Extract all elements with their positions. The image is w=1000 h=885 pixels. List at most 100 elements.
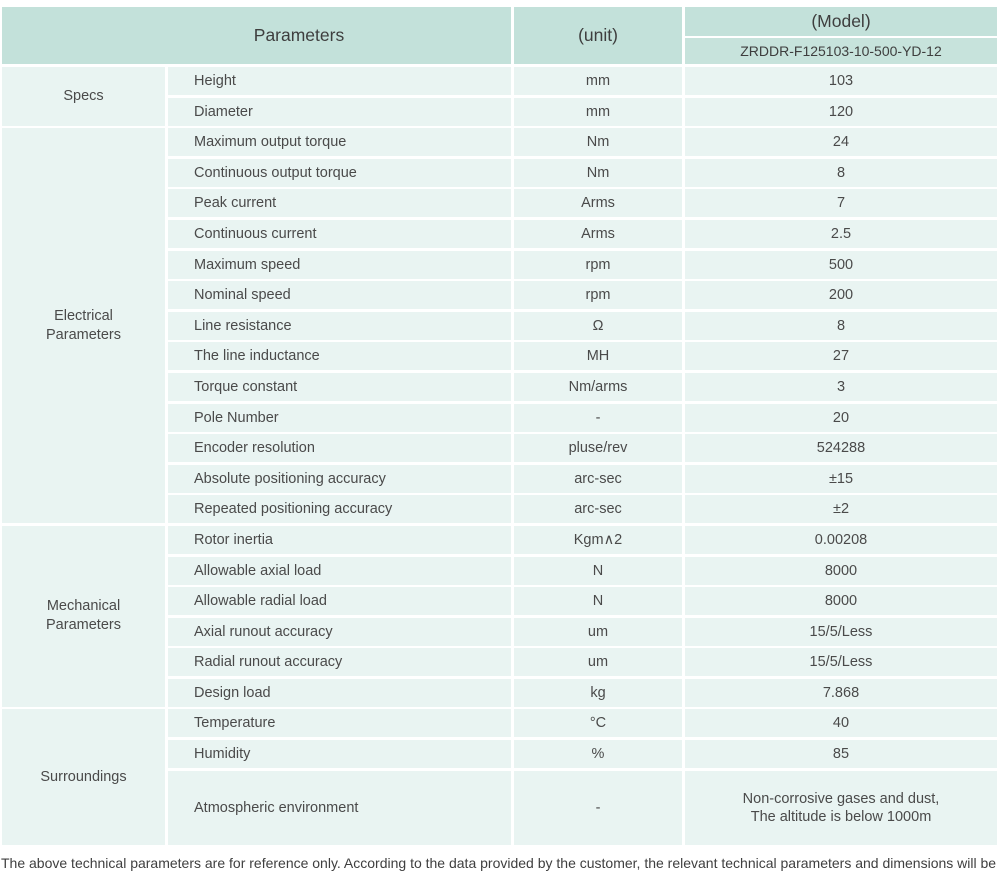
- param-name-cell: Humidity: [168, 740, 511, 769]
- table-row: The line inductance MH 27: [168, 342, 997, 371]
- param-name-cell: Nominal speed: [168, 281, 511, 310]
- table-row: Allowable radial load N 8000: [168, 587, 997, 616]
- unit-cell: kg: [514, 678, 682, 707]
- unit-cell: Nm/arms: [514, 372, 682, 401]
- unit-cell: arc-sec: [514, 464, 682, 493]
- param-name-cell: Pole Number: [168, 403, 511, 432]
- param-name-cell: Axial runout accuracy: [168, 617, 511, 646]
- section-label: Electrical Parameters: [2, 128, 165, 524]
- value-cell: 103: [685, 67, 997, 95]
- unit-cell: um: [514, 617, 682, 646]
- param-name-cell: Absolute positioning accuracy: [168, 464, 511, 493]
- value-cell: 15/5/Less: [685, 648, 997, 677]
- value-cell: 27: [685, 342, 997, 371]
- value-cell: 8: [685, 158, 997, 187]
- unit-cell: Nm: [514, 158, 682, 187]
- value-cell: ±2: [685, 495, 997, 524]
- table-row: Torque constant Nm/arms 3: [168, 372, 997, 401]
- table-row: Encoder resolution pluse/rev 524288: [168, 434, 997, 463]
- table-row: Nominal speed rpm 200: [168, 281, 997, 310]
- unit-cell: -: [514, 770, 682, 845]
- table-row: Absolute positioning accuracy arc-sec ±1…: [168, 464, 997, 493]
- section-rows: Height mm 103 Diameter mm 120: [168, 67, 997, 126]
- value-cell: 8000: [685, 587, 997, 616]
- section: Electrical Parameters Maximum output tor…: [2, 128, 997, 524]
- table-row: Axial runout accuracy um 15/5/Less: [168, 617, 997, 646]
- parameters-header-cell: Parameters: [2, 7, 511, 64]
- section: Mechanical Parameters Rotor inertia Kgm∧…: [2, 525, 997, 707]
- value-cell: 200: [685, 281, 997, 310]
- param-name-cell: Radial runout accuracy: [168, 648, 511, 677]
- value-cell: 7.868: [685, 678, 997, 707]
- section-label: Specs: [2, 67, 165, 126]
- table-row: Rotor inertia Kgm∧2 0.00208: [168, 525, 997, 554]
- param-name-cell: Line resistance: [168, 311, 511, 340]
- table-row: Maximum speed rpm 500: [168, 250, 997, 279]
- table-row: Line resistance Ω 8: [168, 311, 997, 340]
- param-name-cell: Continuous current: [168, 219, 511, 248]
- table-row: Radial runout accuracy um 15/5/Less: [168, 648, 997, 677]
- value-cell: 2.5: [685, 219, 997, 248]
- section: Specs Height mm 103 Diameter mm 120: [2, 67, 997, 126]
- table-row: Continuous current Arms 2.5: [168, 219, 997, 248]
- param-name-cell: Atmospheric environment: [168, 770, 511, 845]
- table-row: Design load kg 7.868: [168, 678, 997, 707]
- value-cell: 8: [685, 311, 997, 340]
- param-name-cell: The line inductance: [168, 342, 511, 371]
- unit-cell: Kgm∧2: [514, 525, 682, 554]
- param-name-cell: Design load: [168, 678, 511, 707]
- value-cell: 15/5/Less: [685, 617, 997, 646]
- model-label: (Model): [685, 7, 997, 36]
- table-row: Height mm 103: [168, 67, 997, 95]
- value-cell: 40: [685, 709, 997, 738]
- model-number: ZRDDR-F125103-10-500-YD-12: [685, 38, 997, 64]
- table-row: Diameter mm 120: [168, 97, 997, 126]
- param-name-cell: Continuous output torque: [168, 158, 511, 187]
- unit-cell: -: [514, 403, 682, 432]
- table-header: Parameters (unit) (Model) ZRDDR-F125103-…: [2, 7, 997, 64]
- table-row: Peak current Arms 7: [168, 189, 997, 218]
- unit-cell: Arms: [514, 189, 682, 218]
- unit-cell: °C: [514, 709, 682, 738]
- table-row: Maximum output torque Nm 24: [168, 128, 997, 157]
- section-label: Mechanical Parameters: [2, 525, 165, 707]
- unit-header-cell: (unit): [514, 7, 682, 64]
- param-name-cell: Maximum speed: [168, 250, 511, 279]
- param-name-cell: Encoder resolution: [168, 434, 511, 463]
- section-rows: Rotor inertia Kgm∧2 0.00208 Allowable ax…: [168, 525, 997, 707]
- value-cell: 3: [685, 372, 997, 401]
- section-label: Surroundings: [2, 709, 165, 845]
- unit-cell: mm: [514, 67, 682, 95]
- section-rows: Maximum output torque Nm 24 Continuous o…: [168, 128, 997, 524]
- section: Surroundings Temperature °C 40 Humidity …: [2, 709, 997, 845]
- param-name-cell: Repeated positioning accuracy: [168, 495, 511, 524]
- unit-cell: Nm: [514, 128, 682, 157]
- value-cell: ±15: [685, 464, 997, 493]
- unit-cell: %: [514, 740, 682, 769]
- value-cell: 85: [685, 740, 997, 769]
- value-cell: 24: [685, 128, 997, 157]
- param-name-cell: Torque constant: [168, 372, 511, 401]
- unit-cell: pluse/rev: [514, 434, 682, 463]
- value-cell: 7: [685, 189, 997, 218]
- unit-cell: rpm: [514, 250, 682, 279]
- section-rows: Temperature °C 40 Humidity % 85 Atmosphe…: [168, 709, 997, 845]
- value-cell: Non-corrosive gases and dust, The altitu…: [685, 770, 997, 845]
- spec-table: Parameters (unit) (Model) ZRDDR-F125103-…: [2, 7, 997, 845]
- table-row: Pole Number - 20: [168, 403, 997, 432]
- param-name-cell: Temperature: [168, 709, 511, 738]
- unit-cell: mm: [514, 97, 682, 126]
- unit-cell: MH: [514, 342, 682, 371]
- footer-note: The above technical parameters are for r…: [1, 854, 1000, 871]
- param-name-cell: Rotor inertia: [168, 525, 511, 554]
- param-name-cell: Height: [168, 67, 511, 95]
- table-row: Temperature °C 40: [168, 709, 997, 738]
- unit-cell: Ω: [514, 311, 682, 340]
- value-cell: 0.00208: [685, 525, 997, 554]
- unit-cell: N: [514, 556, 682, 585]
- table-row: Repeated positioning accuracy arc-sec ±2: [168, 495, 997, 524]
- value-cell: 524288: [685, 434, 997, 463]
- unit-cell: um: [514, 648, 682, 677]
- param-name-cell: Peak current: [168, 189, 511, 218]
- unit-cell: arc-sec: [514, 495, 682, 524]
